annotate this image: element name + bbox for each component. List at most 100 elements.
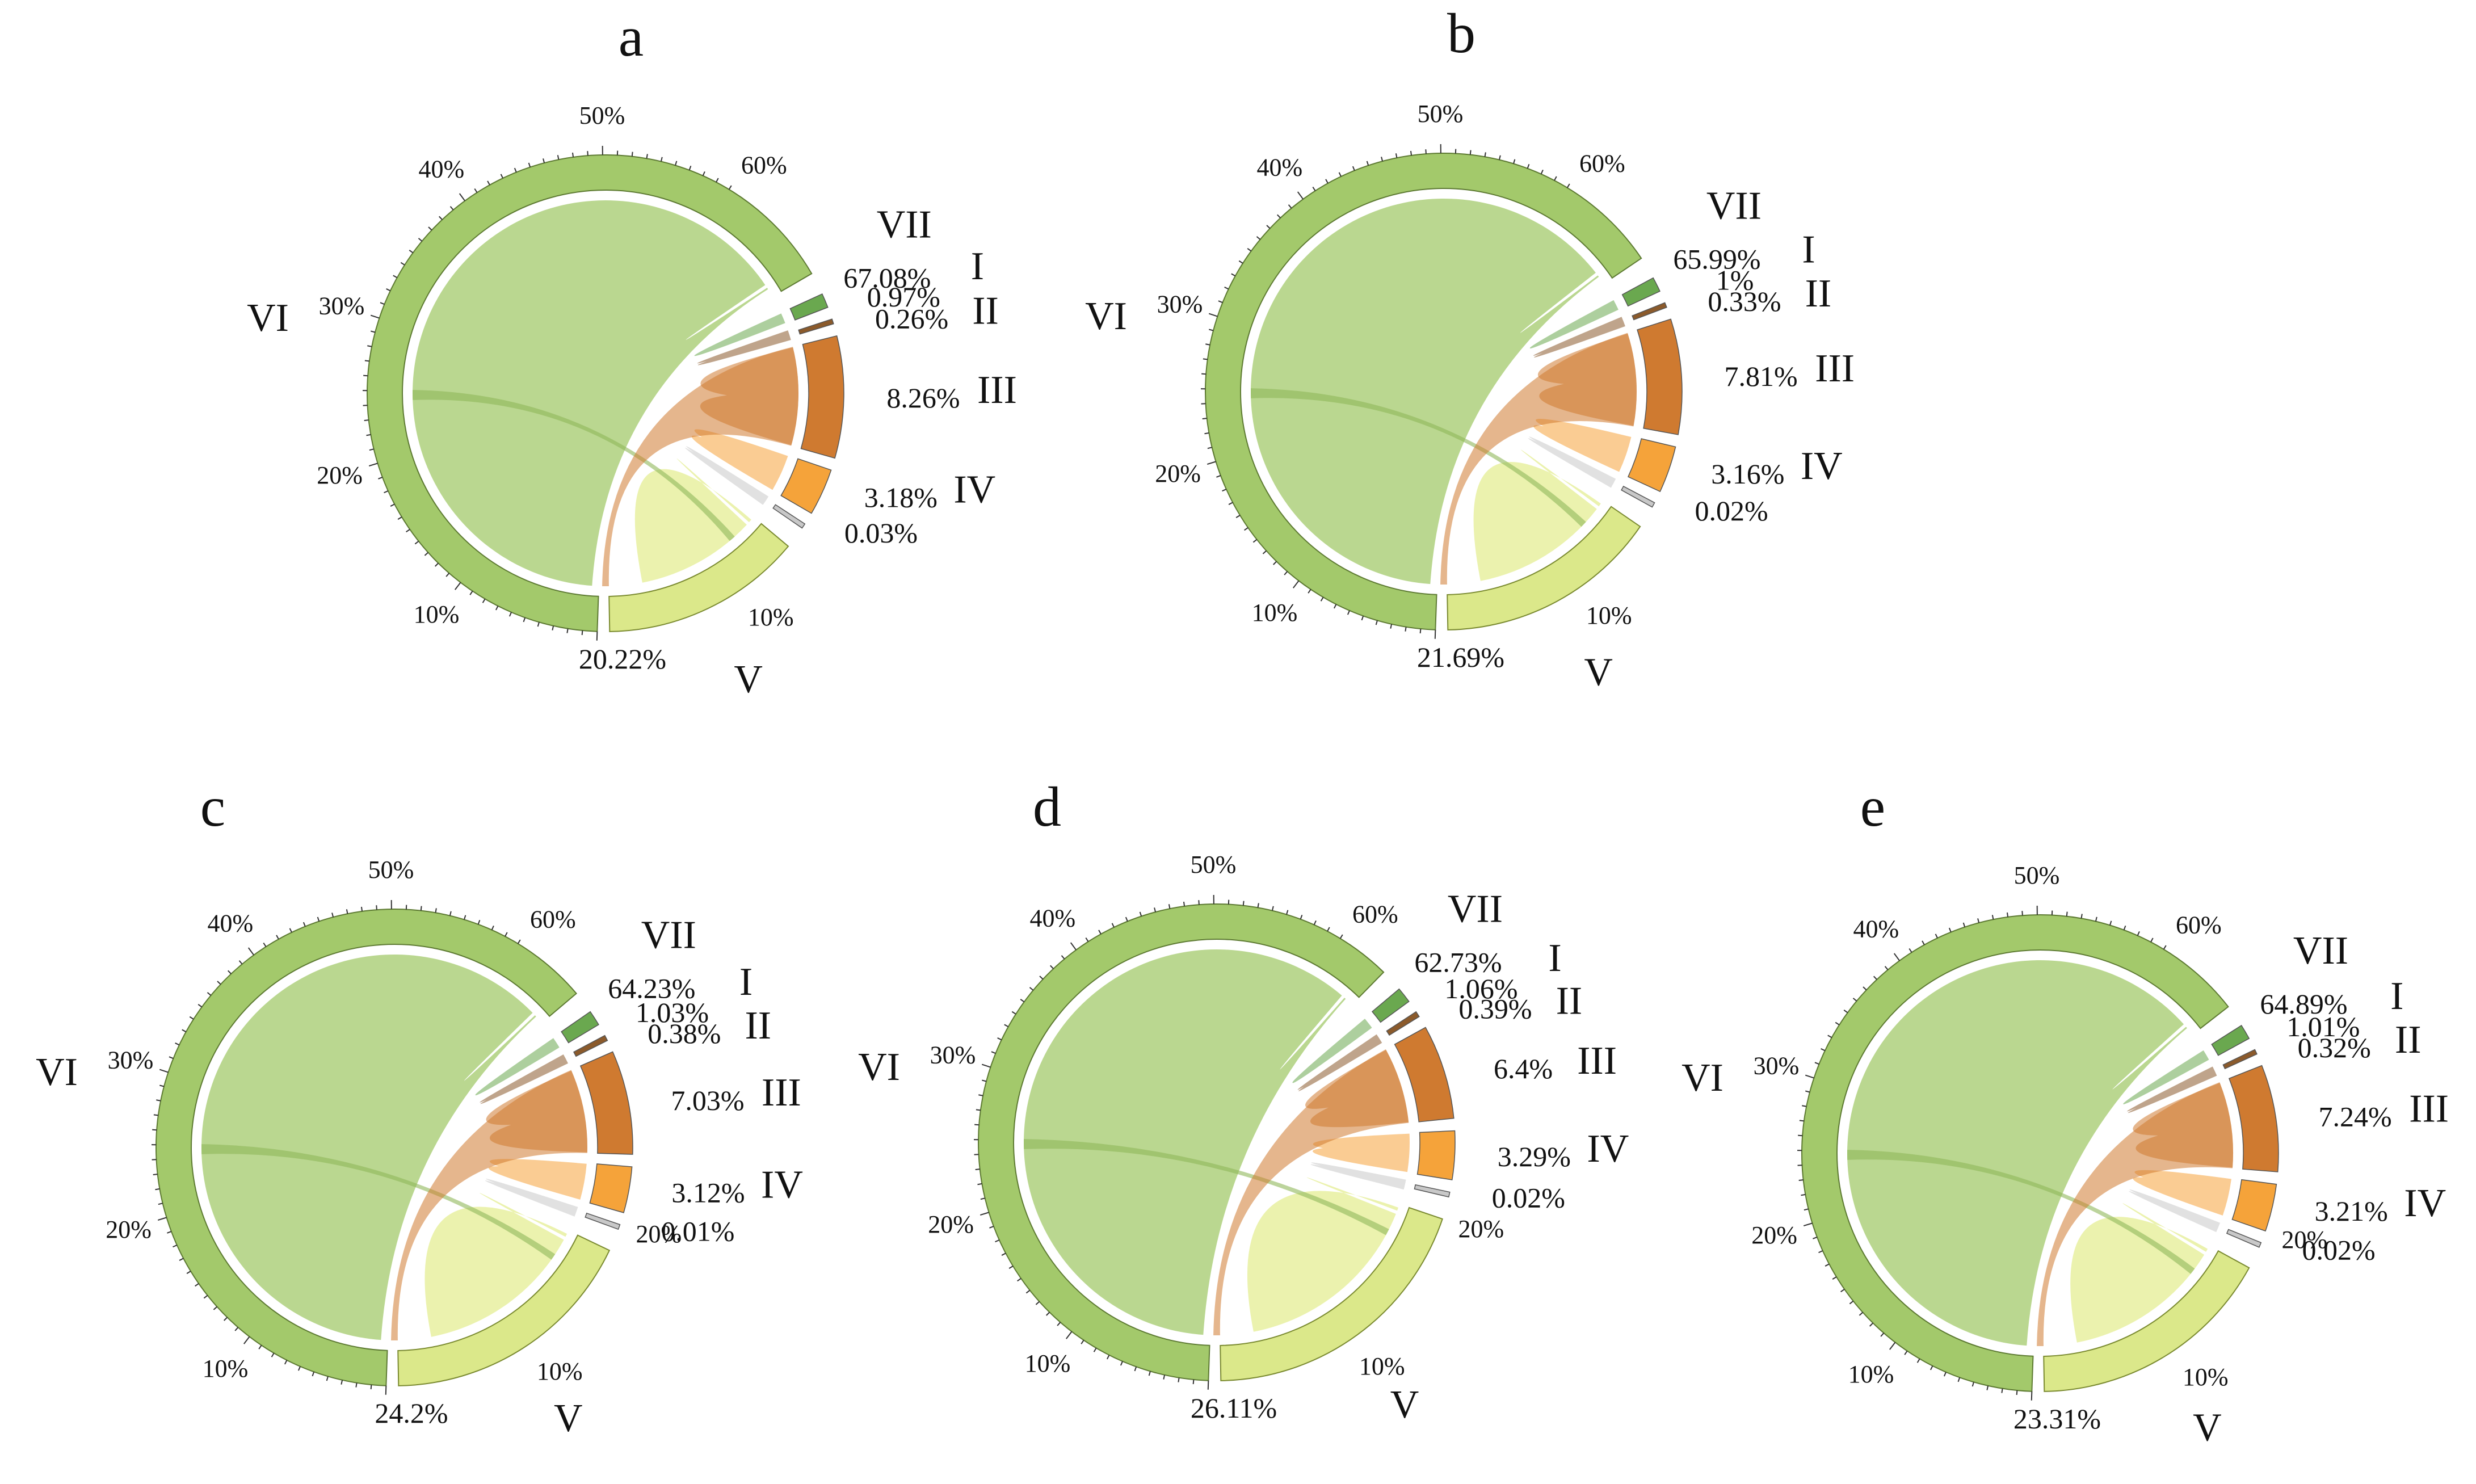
sector-label-i: I [1548,936,1561,980]
sector-label-vi: VI [247,296,289,340]
tick-mark [1962,922,1966,927]
tick-mark [238,960,243,965]
tick-mark [1125,917,1128,922]
sector-v-arc [608,523,789,632]
tick-mark [1008,1266,1014,1269]
ribbon-v [634,458,751,583]
tick-label: 10% [1252,599,1298,627]
tick-label-v: 10% [1586,602,1632,629]
tick-mark [1066,1331,1073,1339]
tick-label: 20% [1155,460,1201,487]
tick-mark [167,1231,172,1234]
sector-iii-arc [1637,318,1683,435]
tick-mark [390,503,395,507]
sector-label-iv: IV [761,1163,803,1206]
tick-mark [2123,925,2126,931]
tick-mark [1513,159,1516,164]
tick-label: 60% [1352,900,1398,928]
tick-mark [596,631,598,641]
sector-label-ii: II [745,1004,772,1048]
tick-mark [1327,927,1330,932]
tick-label: 40% [1257,153,1303,181]
pct-label-iv: 3.21% [2315,1195,2388,1227]
sector-i-arc [1371,988,1410,1023]
tick-mark [1821,1048,1826,1052]
tick-mark [1381,157,1384,162]
tick-mark [505,932,508,937]
ribbon-iv-b [2129,1189,2221,1233]
tick-mark [234,1327,239,1331]
pct-label-iii: 8.26% [886,382,960,414]
ribbon-iii-to-vii [1440,333,1637,585]
ribbon-iv-b [1528,436,1616,488]
tick-mark [1209,329,1214,331]
tick-mark [207,992,212,996]
tick-mark [660,157,663,162]
tick-mark [1803,1222,1813,1227]
pct-label-ii: 0.33% [1708,285,1781,317]
tick-mark [1873,976,1877,980]
tick-mark [1025,1289,1031,1294]
tick-mark [1390,624,1393,629]
tick-mark [1922,940,1925,945]
tick-mark [1004,1024,1009,1028]
tick-mark [1929,1365,1933,1371]
tick-mark [1366,161,1369,166]
tick-mark [491,925,494,931]
sector-label-ii: II [1805,272,1832,316]
ribbon-iv-b [685,446,769,505]
tick-label: 30% [319,292,365,319]
tick-mark [688,165,692,171]
tick-label: 10% [1848,1360,1894,1388]
sector-i-arc [561,1011,599,1044]
tick-mark [978,1094,983,1096]
tick-mark [1098,930,1102,935]
sector-ii-arc [1386,1011,1420,1036]
tick-mark [1308,588,1311,594]
pct-label-iii: 6.4% [1494,1053,1553,1084]
tick-mark [1070,942,1077,951]
tick-mark [173,1245,178,1248]
tick-mark [369,448,374,451]
pct-label-iv: 3.12% [671,1176,745,1208]
tick-mark [414,540,419,545]
tick-mark [1205,343,1210,346]
tick-mark [380,302,385,305]
sector-label-ii: II [972,289,999,333]
ribbon-iv-b [485,1179,578,1217]
tick-mark [474,188,478,193]
pct-label-i: 1.03% [636,997,709,1028]
tick-mark [1284,571,1288,575]
pct-label-iv: 3.29% [1498,1141,1571,1172]
ribbon-iv [691,429,788,490]
tick-mark [158,1203,163,1205]
tick-mark [189,1016,194,1020]
pct-label-i: 1.01% [2286,1011,2360,1042]
sector-iv-arc [1416,1130,1456,1180]
tick-mark [528,162,531,167]
tick-mark [2137,931,2140,936]
tick-mark [1991,915,1994,920]
tick-mark [1527,163,1530,169]
ribbon-ii [480,1054,568,1104]
tick-mark [1120,1361,1123,1366]
ribbon-iii-to-vii [1213,1049,1409,1335]
tick-mark [371,330,376,333]
tick-mark [1207,447,1212,449]
pct-label-ii: 0.38% [648,1018,721,1049]
pct-label-v: 21.69% [1417,641,1504,673]
pct-label-vii: 64.89% [2260,988,2347,1020]
ribbon-vii-to-v [1024,1139,1389,1235]
tick-mark [370,314,380,319]
tick-mark [1977,918,1980,923]
tick-mark [1339,934,1343,939]
tick-mark [631,152,633,157]
pct-label-iv-b: 0.02% [1695,495,1768,527]
ribbon-vii [1847,960,2187,1346]
ribbon-i [475,1038,560,1096]
tick-mark [364,360,369,362]
tick-mark [326,1376,329,1381]
tick-mark [2006,912,2009,918]
sector-i-arc [1621,277,1661,307]
tick-mark [716,178,719,183]
